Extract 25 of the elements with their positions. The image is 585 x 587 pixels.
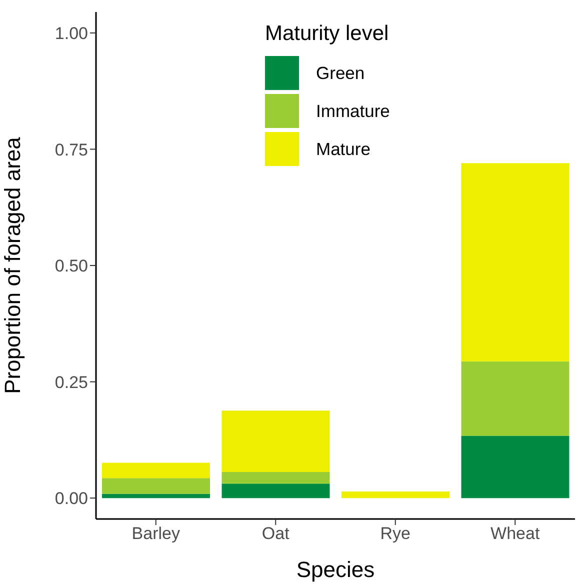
y-tick-label: 1.00 bbox=[54, 24, 88, 43]
legend-title: Maturity level bbox=[265, 22, 390, 46]
bar bbox=[461, 163, 570, 362]
y-axis-title: Proportion of foraged area bbox=[0, 136, 25, 394]
legend-label: Green bbox=[316, 62, 365, 84]
bar bbox=[222, 472, 330, 484]
x-tick-label: Wheat bbox=[490, 524, 540, 544]
bar bbox=[102, 494, 210, 498]
bar bbox=[102, 462, 210, 478]
y-tick-label: 0.75 bbox=[54, 140, 88, 160]
bar bbox=[341, 492, 450, 498]
legend-label: Immature bbox=[316, 100, 390, 122]
x-tick-label: Rye bbox=[380, 524, 410, 544]
y-tick-label: 0.50 bbox=[54, 256, 88, 276]
y-tick-label: 0.00 bbox=[54, 489, 88, 508]
bar bbox=[461, 361, 570, 436]
x-tick-label: Barley bbox=[132, 524, 180, 544]
bar bbox=[461, 436, 570, 498]
legend-label: Mature bbox=[316, 138, 370, 160]
bar bbox=[222, 484, 330, 498]
x-axis-title: Species bbox=[296, 557, 375, 582]
bar bbox=[102, 478, 210, 494]
y-tick-label: 0.25 bbox=[54, 372, 88, 392]
x-tick-label: Oat bbox=[262, 524, 290, 544]
bar bbox=[222, 410, 330, 472]
